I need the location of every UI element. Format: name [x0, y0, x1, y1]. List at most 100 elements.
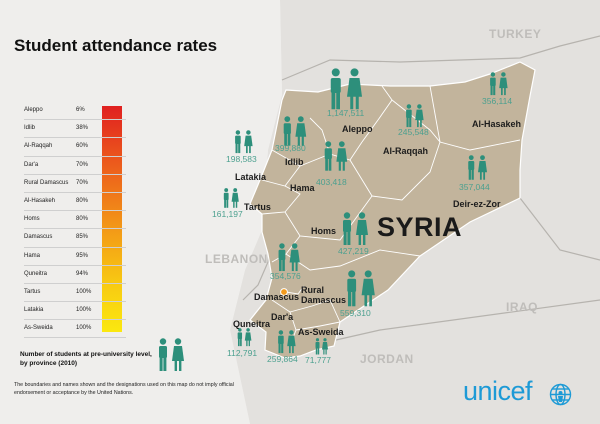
- label-damascus: Damascus: [254, 292, 300, 302]
- students-tartus: 161,197: [212, 209, 243, 219]
- legend-row: Hama 95%: [24, 248, 126, 266]
- label-ruraldamascus: Rural Damascus: [301, 285, 347, 305]
- legend-province: Hama: [24, 252, 41, 259]
- label-deirezzor: Deir-ez-Zor: [453, 199, 501, 209]
- label-homs: Homs: [311, 226, 337, 236]
- person-icon: [490, 72, 508, 96]
- legend-row: Quneitra 94%: [24, 266, 126, 284]
- legend-province: Tartus: [24, 288, 41, 295]
- disclaimer-text: The boundaries and names shown and the d…: [14, 382, 234, 396]
- country-lebanon: LEBANON: [205, 252, 268, 266]
- person-icon: [237, 328, 252, 347]
- turkey-border: [281, 35, 600, 81]
- legend-province: Quneitra: [24, 270, 48, 277]
- students-alraqqah: 245,548: [398, 127, 429, 137]
- person-icon: [343, 212, 368, 245]
- legend-province: Homs: [24, 216, 40, 223]
- label-idlib: Idlib: [285, 157, 304, 167]
- legend-rate: 100%: [76, 307, 92, 314]
- country-jordan: JORDAN: [360, 352, 414, 366]
- legend-province: Aleppo: [24, 107, 43, 113]
- legend-province: Latakia: [24, 307, 44, 314]
- legend-rate: 80%: [76, 197, 89, 204]
- legend-row: Rural Damascus 70%: [24, 175, 126, 193]
- attendance-gradient-bar: [102, 106, 122, 332]
- legend-rate: 100%: [76, 288, 92, 295]
- legend-province: Rural Damascus: [24, 179, 69, 186]
- legend-province: Idlib: [24, 125, 36, 132]
- person-icon: [235, 130, 253, 154]
- label-hama: Hama: [290, 183, 315, 193]
- label-aleppo: Aleppo: [342, 124, 373, 134]
- students-aleppo: 1,147,511: [327, 108, 365, 118]
- legend-rate: 70%: [76, 161, 89, 168]
- label-tartus: Tartus: [244, 202, 271, 212]
- legend-rate: 6%: [76, 107, 85, 113]
- students-latakia: 198,583: [226, 154, 257, 164]
- legend-people-icon: [156, 338, 186, 377]
- legend-row: Tartus 100%: [24, 284, 126, 303]
- students-homs: 427,219: [338, 246, 369, 256]
- country-turkey: TURKEY: [489, 27, 542, 41]
- sea: [0, 0, 282, 424]
- legend-row: Idlib 38%: [24, 120, 126, 139]
- person-icon: [330, 68, 362, 110]
- person-icon: [324, 141, 348, 171]
- label-alraqqah: Al-Raqqah: [383, 146, 428, 156]
- label-alhasakeh: Al-Hasakeh: [472, 119, 522, 129]
- legend-row: Homs 80%: [24, 211, 126, 230]
- country-syria: SYRIA: [377, 212, 463, 242]
- students-alhasakeh: 356,114: [482, 96, 513, 106]
- label-dara: Dar'a: [271, 312, 294, 322]
- person-icon: [278, 330, 296, 354]
- label-quneitra: Quneitra: [233, 319, 271, 329]
- legend-province: Dar'a: [24, 161, 39, 168]
- students-damascus: 354,576: [270, 271, 301, 281]
- person-icon: [347, 270, 375, 307]
- legend-row: Al-Hasakeh 80%: [24, 193, 126, 212]
- legend-rate: 70%: [76, 179, 89, 186]
- students-quneitra: 112,791: [227, 348, 258, 358]
- label-assweida: As-Sweida: [298, 327, 344, 337]
- iraq-border: [519, 197, 600, 261]
- legend-row: Latakia 100%: [24, 302, 126, 321]
- syria-outline: [249, 61, 536, 359]
- legend-row: Damascus 85%: [24, 229, 126, 248]
- jordan-border: [335, 299, 600, 341]
- legend-province: Al-Hasakeh: [24, 197, 56, 204]
- students-deirezzor: 357,044: [459, 182, 490, 192]
- label-latakia: Latakia: [235, 172, 267, 182]
- attendance-legend: Aleppo 6% Idlib 38% Al-Raqqah 60% Dar'a 70% Rura…: [24, 102, 126, 339]
- legend-province: As-Sweida: [24, 325, 53, 332]
- person-icon: [468, 155, 487, 180]
- legend-rate: 38%: [76, 125, 89, 132]
- capital-marker: [280, 288, 288, 296]
- unicef-wordmark: unicef: [463, 376, 533, 406]
- students-assweida: 71,777: [305, 355, 331, 365]
- unicef-globe-icon: [549, 383, 572, 406]
- person-icon: [315, 338, 328, 355]
- page-title: Student attendance rates: [14, 36, 218, 55]
- person-icon: [283, 116, 307, 146]
- students-idlib: 399,880: [275, 143, 306, 153]
- person-icon: [406, 104, 424, 128]
- students-ruraldamascus: 559,310: [340, 308, 371, 318]
- students-hama: 403,418: [316, 177, 347, 187]
- legend-row: Al-Raqqah 60%: [24, 138, 126, 157]
- legend-province: Damascus: [24, 234, 53, 241]
- person-icon: [223, 188, 239, 208]
- legend-row: Dar'a 70%: [24, 157, 126, 175]
- legend-rate: 60%: [76, 143, 89, 150]
- legend-caption: Number of students at pre-university lev…: [20, 351, 152, 367]
- country-iraq: IRAQ: [506, 300, 538, 314]
- students-dara: 259,864: [267, 354, 298, 364]
- person-icon: [278, 243, 300, 272]
- legend-rate: 80%: [76, 216, 89, 223]
- legend-row: Aleppo 6%: [24, 102, 126, 121]
- legend-row: As-Sweida 100%: [24, 320, 126, 339]
- legend-rate: 94%: [76, 270, 89, 277]
- person-icon: [159, 338, 184, 371]
- legend-rate: 85%: [76, 234, 89, 241]
